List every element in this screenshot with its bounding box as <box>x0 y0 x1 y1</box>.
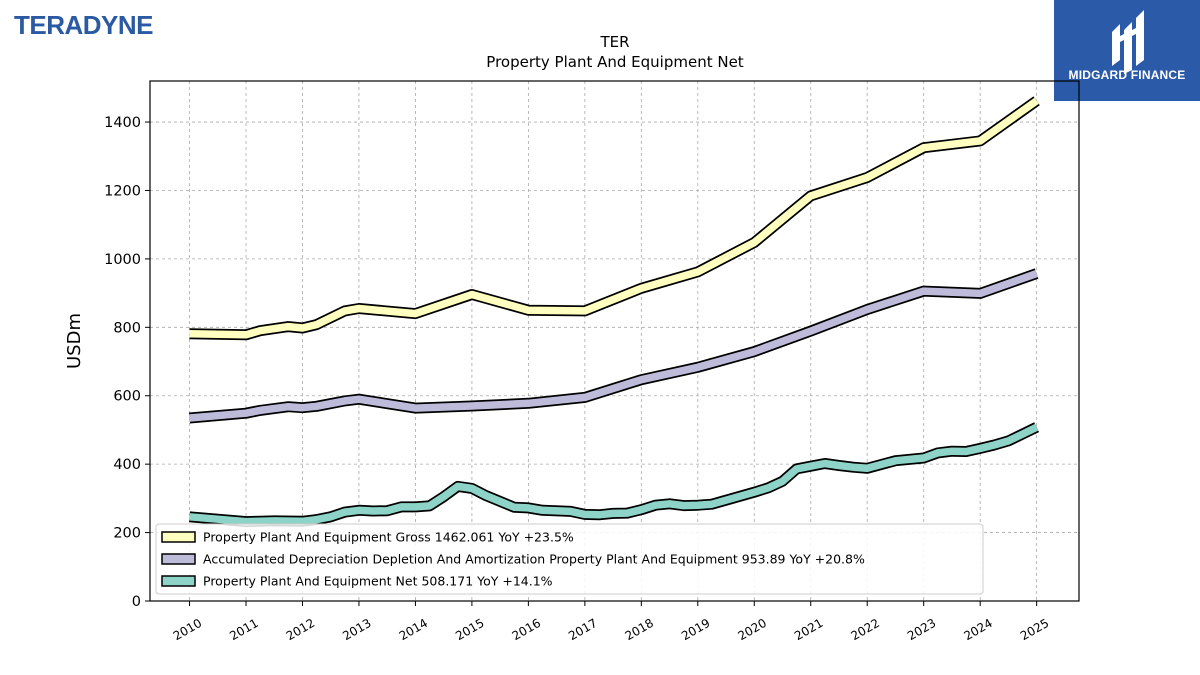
series-1 <box>189 96 1040 341</box>
x-tick-label: 2021 <box>792 616 825 643</box>
y-axis-label: USDm <box>64 313 85 369</box>
legend-entry: Accumulated Depreciation Depletion And A… <box>203 552 865 567</box>
x-tick-label: 2022 <box>848 616 881 643</box>
y-tick-label: 1400 <box>104 115 141 131</box>
series-line <box>189 97 1039 339</box>
y-tick-label: 400 <box>113 457 141 473</box>
series-2 <box>189 268 1039 424</box>
x-tick-label: 2023 <box>905 616 938 643</box>
series-layer <box>189 96 1040 528</box>
midgard-finance-badge: MIDGARD FINANCE <box>1054 0 1200 101</box>
legend-swatch <box>161 575 196 587</box>
legend: Property Plant And Equipment Gross 1462.… <box>155 523 984 595</box>
teradyne-logo: TERADYNE <box>14 10 154 40</box>
x-tick-label: 2011 <box>227 616 260 643</box>
legend-entry: Property Plant And Equipment Gross 1462.… <box>203 530 574 545</box>
legend-entry: Property Plant And Equipment Net 508.171… <box>203 574 553 589</box>
series-line-outline <box>189 422 1040 528</box>
plot-frame <box>149 80 1080 602</box>
y-tick-label: 1200 <box>104 183 141 199</box>
legend-swatch <box>161 531 196 543</box>
series-line <box>189 423 1039 526</box>
y-tick-label: 1000 <box>104 252 141 268</box>
x-tick-label: 2024 <box>961 616 994 643</box>
y-tick-label: 600 <box>113 389 141 405</box>
x-tick-label: 2016 <box>510 616 543 643</box>
legend-box <box>155 523 984 595</box>
y-tick-label: 200 <box>113 526 141 542</box>
x-tick-label: 2015 <box>453 616 486 643</box>
series-line <box>189 270 1038 422</box>
x-tick-label: 2018 <box>623 616 656 643</box>
x-tick-label: 2010 <box>171 616 204 643</box>
legend-swatch <box>161 553 196 565</box>
x-tick-label: 2020 <box>736 616 769 643</box>
x-tick-label: 2012 <box>284 616 317 643</box>
chart-title: TER <box>599 33 629 51</box>
x-axis: 2010 2011 2012 2013 2014 2015 2016 2017 2018 2019… <box>171 601 1051 643</box>
badge-label: MIDGARD FINANCE <box>1068 68 1186 82</box>
series-3 <box>189 422 1040 528</box>
midgard-logo-icon <box>1054 0 1200 101</box>
chart-subtitle: Property Plant And Equipment Net <box>486 53 743 71</box>
x-tick-label: 2025 <box>1018 616 1051 643</box>
x-tick-label: 2013 <box>340 616 373 643</box>
y-tick-label: 800 <box>113 320 141 336</box>
x-tick-label: 2017 <box>566 616 599 643</box>
x-tick-label: 2014 <box>397 616 430 643</box>
y-tick-label: 0 <box>132 594 141 610</box>
y-axis: 0 200 400 600 800 1000 1200 1400 <box>104 115 150 610</box>
x-tick-label: 2019 <box>679 616 712 643</box>
